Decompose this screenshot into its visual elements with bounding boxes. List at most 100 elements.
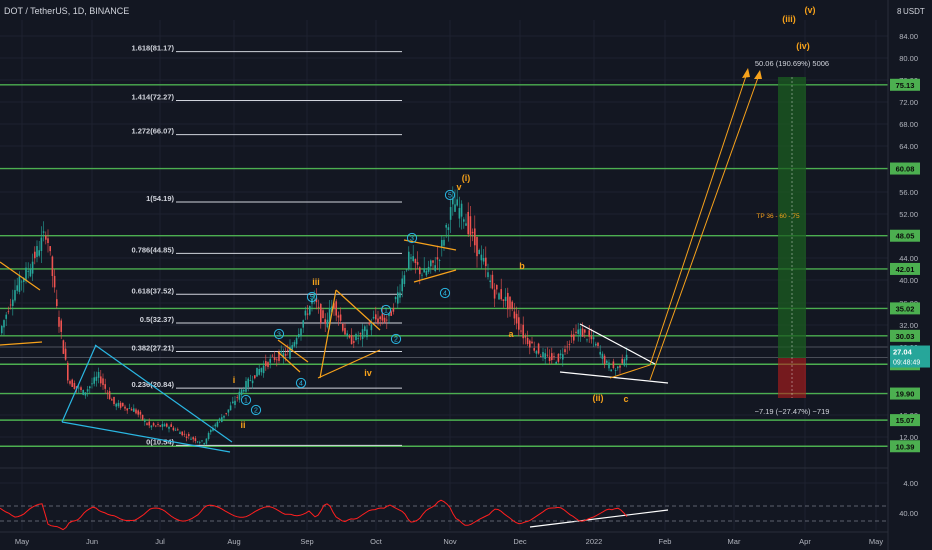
candle-body: [577, 329, 579, 334]
level-price-label: 48.05: [896, 232, 915, 241]
candle-body: [412, 256, 414, 262]
fib-label: 0.618(37.52): [131, 286, 174, 295]
level-price-label: 19.90: [896, 390, 915, 399]
candle-body: [91, 383, 93, 385]
candle-body: [293, 342, 296, 347]
time-tick: Dec: [513, 537, 527, 546]
level-price-label: 30.03: [896, 332, 915, 341]
wave-number: 3: [277, 332, 281, 339]
candle-body: [498, 293, 500, 300]
candle-body: [430, 260, 432, 267]
candle-body: [401, 278, 403, 292]
candle-body: [238, 391, 241, 400]
rsi-line: [0, 499, 628, 531]
candle-body: [108, 391, 111, 399]
candle-body: [570, 334, 573, 338]
candle-body: [443, 239, 445, 246]
candle-body: [491, 274, 494, 289]
candle-body: [97, 371, 100, 378]
candle-body: [610, 369, 612, 372]
candle-body: [524, 336, 527, 338]
candle-body: [379, 316, 381, 320]
fib-label: 1.618(81.17): [131, 44, 174, 53]
candle-body: [454, 204, 456, 212]
candle-body: [557, 353, 560, 362]
candle-body: [155, 425, 157, 427]
candle-body: [139, 411, 142, 415]
candle-body: [214, 424, 216, 427]
wave-number: 5: [310, 295, 314, 302]
candle-body: [460, 203, 463, 217]
wave-circle: [295, 377, 307, 389]
candle-body: [115, 403, 117, 407]
candle-body: [597, 342, 599, 346]
candle-body: [223, 415, 225, 418]
candle-body: [403, 275, 406, 284]
candle-body: [513, 311, 516, 319]
target-label: 50.06 (190.69%) 5006: [755, 59, 829, 68]
candle-body: [80, 387, 82, 391]
wave-number: 2: [254, 408, 258, 415]
candle-body: [130, 409, 133, 411]
level-price-label: 60.08: [896, 165, 915, 174]
candle-body: [599, 351, 601, 355]
candle-body: [300, 328, 302, 336]
current-price-tag: [890, 345, 930, 368]
candle-body: [62, 340, 65, 354]
price-axis[interactable]: 84.0080.0076.0072.0068.0064.0056.0052.00…: [887, 0, 930, 550]
trendline: [61, 421, 231, 453]
candle-body: [34, 251, 36, 259]
candle-body: [320, 303, 322, 323]
wave-circle: [444, 189, 456, 201]
candle-body: [221, 417, 223, 423]
support-resistance-levels: [0, 84, 888, 447]
wave-circle: [273, 328, 285, 340]
candle-body: [69, 381, 71, 384]
candle-body: [111, 399, 113, 401]
price-tick: 44.00: [899, 254, 918, 263]
level-price-tag: [890, 162, 920, 175]
candle-body: [333, 303, 335, 308]
candle-body: [531, 341, 533, 344]
trendline: [277, 339, 309, 363]
time-tick: Jun: [86, 537, 98, 546]
candle-body: [313, 294, 315, 298]
candle-body: [104, 384, 106, 389]
candle-body: [152, 423, 155, 426]
candle-body: [592, 337, 595, 340]
candle-body: [366, 329, 368, 338]
price-tick: 56.00: [899, 188, 918, 197]
candle-body: [71, 379, 73, 387]
candle-body: [606, 360, 608, 363]
candle-body: [590, 336, 593, 340]
candle-body: [126, 408, 128, 411]
candle-body: [458, 208, 461, 219]
candle-body: [522, 324, 524, 339]
candle-body: [467, 211, 469, 235]
wave-label: (ii): [593, 393, 604, 403]
candle-body: [601, 353, 604, 359]
candle-body: [29, 268, 32, 277]
candle-body: [324, 319, 326, 324]
time-tick: Apr: [799, 537, 811, 546]
price-tick: 84.00: [899, 32, 918, 41]
time-axis[interactable]: May Jun Jul Aug Sep Oct Nov Dec 2022 Feb Mar Apr May: [0, 531, 888, 546]
axis-top-label: 8: [897, 7, 902, 16]
candle-body: [150, 425, 153, 428]
candle-body: [317, 306, 320, 308]
time-tick: May: [869, 537, 883, 546]
candle-body: [573, 334, 575, 341]
candle-body: [388, 313, 390, 317]
candle-body: [240, 389, 243, 396]
candle-body: [575, 331, 577, 333]
candle-body: [276, 359, 278, 361]
candle-body: [452, 198, 454, 205]
time-tick: Sep: [300, 537, 313, 546]
candle-body: [416, 262, 419, 265]
wave-circle: [240, 394, 252, 406]
candle-body: [273, 357, 276, 360]
candle-body: [504, 296, 507, 301]
wave-label: c: [623, 394, 628, 404]
long-position-projection[interactable]: 50.06 (190.69%) 5006 −7.19 (−27.47%) −719…: [609, 59, 829, 416]
